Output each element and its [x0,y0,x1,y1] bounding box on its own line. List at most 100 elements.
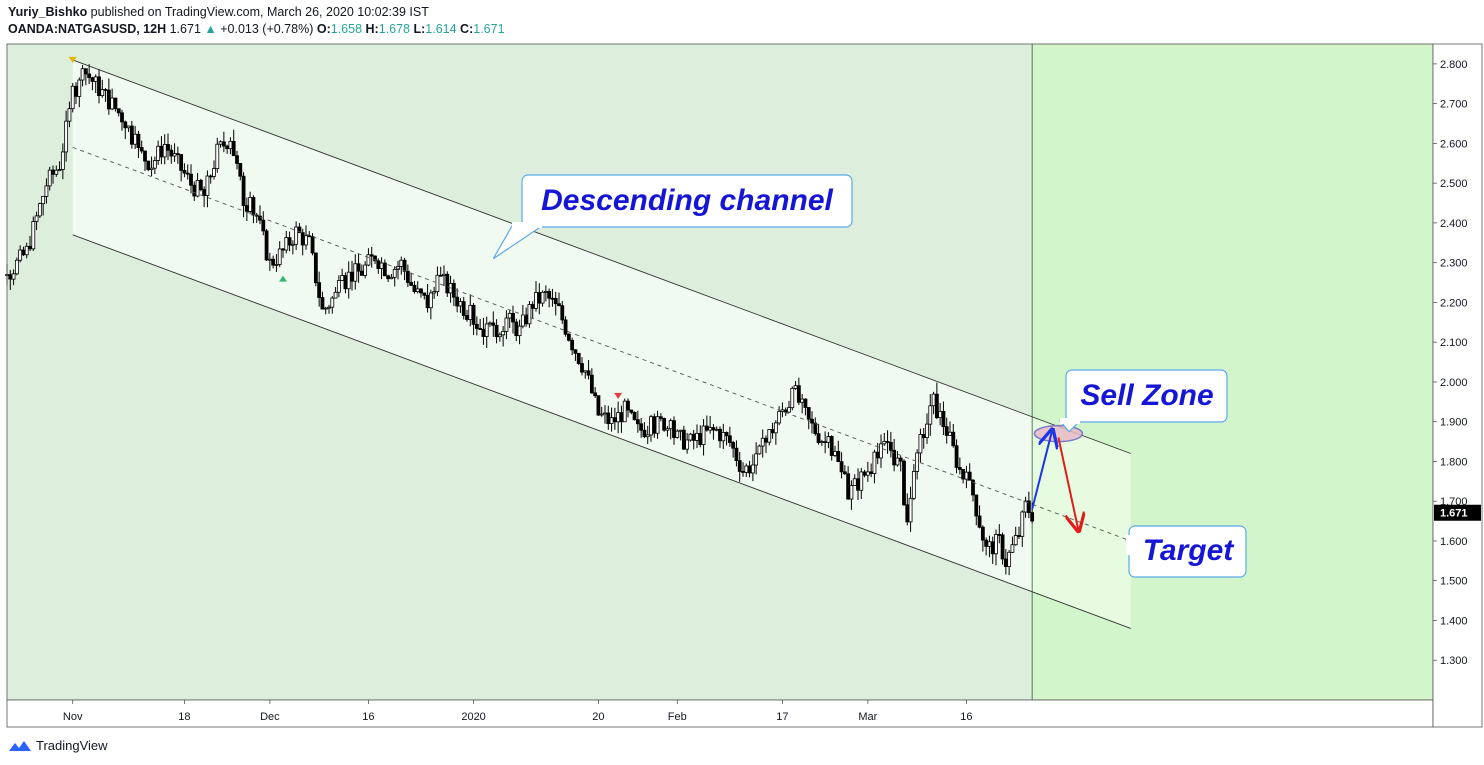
time-axis[interactable]: Nov 18 Dec 16 2020 20 Feb 17 Mar 16 [63,700,973,723]
candle-body [21,249,26,256]
candle-body [327,306,331,309]
candle-body [547,291,552,299]
candle-body [57,169,62,171]
candle-body [793,385,798,389]
candle-body [412,284,417,292]
candle-body [1000,534,1005,560]
candle-body [451,283,456,298]
price-tick-label: 2.300 [1440,258,1468,270]
candle-body [116,108,121,114]
candle-body [93,76,98,82]
price-tick-label: 2.100 [1440,337,1468,349]
candles [5,64,1035,576]
close-value: 1.671 [473,22,505,36]
candle-body [152,160,157,169]
channel-lower-line[interactable] [72,234,1131,629]
candle-body [336,280,341,293]
candle-body [974,494,979,517]
candle-body [589,374,594,394]
candle-body [221,141,226,147]
candle-body [902,460,906,506]
candle-body [205,175,210,196]
open-value: 1.658 [330,22,363,36]
candle-body [744,465,749,473]
candle-body [501,330,506,336]
candle-body [435,274,440,292]
candle-body [678,429,683,432]
candle-body [409,282,414,286]
candle-body [566,333,571,341]
candle-body [593,392,598,397]
candle-body [261,219,266,232]
time-tick-label: 16 [362,711,374,723]
candle-body [54,169,59,175]
candle-body [668,420,673,430]
symbol-label[interactable]: OANDA:NATGASUSD, 12H [8,22,167,36]
time-axis-area [6,699,1434,728]
time-tick-label: Mar [858,711,877,723]
callout-sell-zone[interactable]: Sell Zone [1058,369,1228,433]
high-label: H: [365,22,379,36]
candle-body [905,504,910,523]
candle-body [24,245,29,256]
footer-brand[interactable]: TradingView [8,738,108,753]
candle-body [491,322,496,326]
open-label: O: [316,22,331,36]
channel-upper-line[interactable] [72,59,1131,454]
time-tick-label: 16 [960,711,972,723]
callout-descending-channel[interactable]: Descending channel [492,174,853,260]
candle-body [271,258,276,266]
candle-body [149,167,154,170]
price-axis[interactable]: 2.800 2.700 2.600 2.500 2.400 2.300 2.200 2.100… [1433,59,1468,667]
candle-body [304,235,308,246]
candle-body [18,249,23,261]
candle-body [908,497,913,523]
callout-target[interactable]: Target [1125,525,1247,578]
candle-body [534,292,538,309]
candle-body [882,441,887,445]
candle-body [698,432,703,445]
candle-body [488,322,492,325]
candle-body [507,312,512,319]
candle-body [445,273,450,294]
candle-body [951,431,956,447]
candle-body [14,259,19,275]
candle-body [655,416,660,434]
channel-fill [72,59,1131,629]
change-up-icon: ▲ [204,22,217,36]
candle-body [369,254,374,257]
candle-body [642,429,647,438]
candle-body [366,254,371,266]
candle-body [869,471,874,474]
candle-body [790,387,795,409]
candle-body [192,184,197,197]
candle-body [616,412,621,423]
candle-body [977,515,982,528]
candle-body [1010,544,1015,553]
candle-body [580,363,584,373]
candle-body [474,323,479,329]
candle-body [967,471,972,481]
candle-body [146,160,151,170]
candle-body [770,429,775,434]
candle-body [760,437,765,447]
candle-body [557,303,561,307]
candle-body [583,370,588,373]
author-name[interactable]: Yuriy_Bishko [8,5,88,19]
candle-body [41,195,46,205]
down-arrow[interactable] [1057,437,1078,529]
candle-body [156,145,161,161]
candle-body [911,471,916,499]
candle-body [550,297,555,300]
candle-body [839,461,844,473]
candle-body [251,197,256,216]
candle-body [645,434,650,438]
up-arrow[interactable] [1031,432,1052,510]
candle-body [386,275,391,280]
candle-body [622,400,627,423]
candle-body [685,439,690,450]
candle-body [438,274,443,277]
candle-body [1026,500,1031,514]
candle-body [471,304,476,325]
